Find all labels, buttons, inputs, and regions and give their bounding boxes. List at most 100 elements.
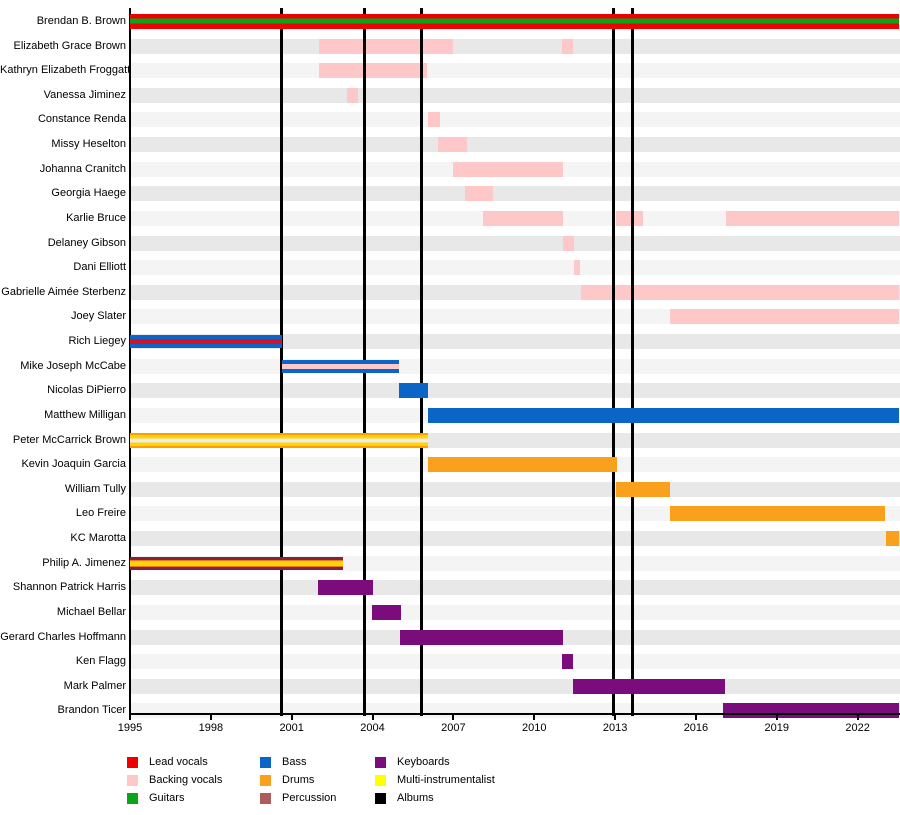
timeline-bar [561,38,574,54]
row-band [130,678,900,694]
x-axis-tick-label: 2019 [764,722,790,734]
member-label: Nicolas DiPierro [47,384,126,397]
member-label: William Tully [64,482,126,495]
x-axis-tick [533,715,536,720]
member-label: Rich Liegey [68,335,126,348]
member-label: KC Marotta [70,532,126,545]
timeline-bar [670,309,900,325]
x-axis-tick [290,715,293,720]
member-label: Vanessa Jiminez [43,88,126,101]
timeline-bar [670,506,885,522]
member-label: Delaney Gibson [47,236,126,249]
keyboards-legend-swatch [375,757,386,768]
member-label: Georgia Haege [51,187,126,200]
timeline-bar [438,137,467,153]
percussion-legend-swatch [260,793,271,804]
album-release-line [420,8,424,716]
timeline-bar [372,604,402,620]
member-label: Missy Heselton [51,138,126,151]
timeline-bar [346,87,359,103]
member-label: Matthew Milligan [44,408,126,421]
backing-vocals-legend-swatch [127,775,138,786]
row-band [130,531,900,547]
row-band [130,260,900,276]
timeline-bar [427,407,900,423]
x-axis-tick [209,715,212,720]
member-label: Dani Elliott [73,261,126,274]
timeline-bar [400,629,563,645]
drums-legend-swatch [260,775,271,786]
row-band [130,112,900,128]
timeline-bar [561,654,574,670]
albums-legend-swatch [375,793,386,804]
member-label: Karlie Bruce [66,211,126,224]
timeline-bar [318,63,428,79]
timeline-bar [318,38,454,54]
x-axis-tick [694,715,697,720]
album-release-line [631,8,635,716]
x-axis-tick-label: 2016 [683,722,709,734]
row-band [130,481,900,497]
x-axis-tick [775,715,778,720]
member-label: Mike Joseph McCabe [20,359,126,372]
member-label: Shannon Patrick Harris [12,581,126,594]
x-axis-tick [371,715,374,720]
legend-label: Backing vocals [149,774,223,786]
member-label: Elizabeth Grace Brown [13,39,127,52]
timeline-bar [725,210,900,226]
timeline-bar [573,678,726,694]
timeline-bar [318,580,373,596]
member-label: Gerard Charles Hoffmann [0,630,126,643]
member-label: Mark Palmer [63,679,126,692]
x-axis-tick-label: 2010 [522,722,547,734]
lead-vocals-legend-swatch [127,757,138,768]
member-label: Leo Freire [75,507,126,520]
x-axis-tick-label: 2007 [441,722,466,734]
timeline-bar [130,432,428,448]
row-band [130,580,900,596]
member-label: Ken Flagg [75,655,126,668]
timeline-bar [281,359,400,373]
row-band [130,604,900,620]
album-release-line [611,8,615,716]
timeline-bar [427,457,617,473]
row-band [130,186,900,202]
row-band [130,63,900,79]
timeline-bar [453,161,563,177]
member-label: Michael Bellar [56,605,126,618]
member-label: Kathryn Elizabeth Froggatt [0,64,131,77]
timeline-bar [482,210,564,226]
row-band [130,334,900,350]
member-label: Johanna Cranitch [39,162,126,175]
legend-label: Percussion [282,792,337,804]
legend-label: Drums [282,774,315,786]
member-label: Philip A. Jimenez [42,556,126,569]
legend-label: Multi-instrumentalist [397,774,495,786]
multi-instrumentalist-legend-swatch [375,775,386,786]
row-band [130,87,900,103]
member-label: Brandon Ticer [57,704,126,717]
legend-label: Bass [282,756,307,768]
member-label: Gabrielle Aimée Sterbenz [1,285,126,298]
timeline-bar [581,284,900,300]
timeline-bar [574,260,581,276]
x-axis-tick-label: 1995 [117,722,143,734]
x-axis-tick-label: 2001 [279,722,304,734]
row-band [130,38,900,54]
x-axis-tick-label: 2004 [360,722,385,734]
row-band [130,358,900,374]
timeline-bar [615,210,643,226]
y-axis-line [129,8,131,716]
row-band [130,654,900,670]
timeline-bar [615,481,671,497]
row-band [130,383,900,399]
x-axis-tick [856,715,859,720]
legend-label: Lead vocals [149,756,208,768]
row-band [130,235,900,251]
timeline-bar [464,186,493,202]
timeline-bar [130,335,282,349]
member-label: Joey Slater [70,310,126,323]
x-axis-tick [452,715,455,720]
x-axis-tick-label: 1998 [198,722,224,734]
